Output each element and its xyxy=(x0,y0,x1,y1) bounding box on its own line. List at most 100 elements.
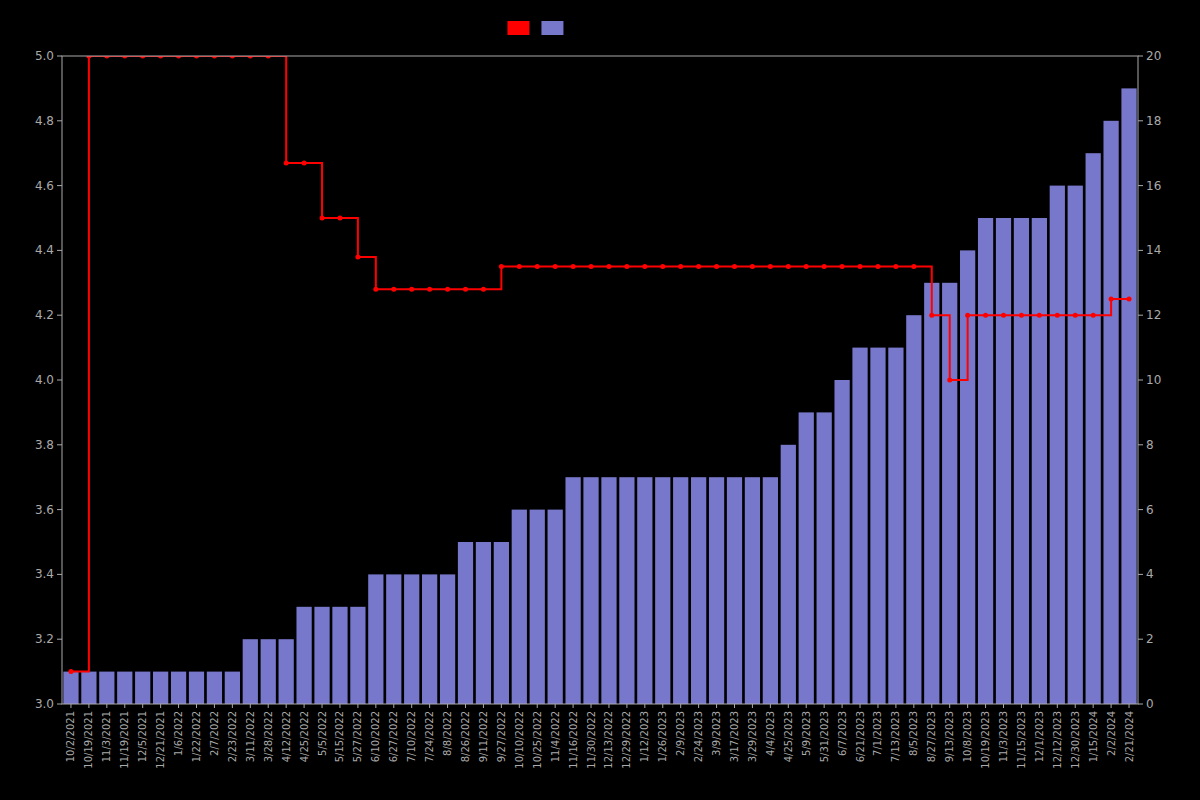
bar xyxy=(99,672,114,704)
x-tick-label: 5/31/2023 xyxy=(819,711,830,762)
bars xyxy=(63,88,1136,704)
x-tick-label: 10/10/2022 xyxy=(514,711,525,769)
bar xyxy=(691,477,706,704)
x-tick xyxy=(1021,704,1022,708)
y2-tick xyxy=(1138,639,1143,640)
x-tick xyxy=(1057,704,1058,708)
marker xyxy=(786,264,791,269)
marker xyxy=(409,287,414,292)
x-tick xyxy=(734,704,735,708)
marker xyxy=(553,264,558,269)
bar xyxy=(135,672,150,704)
marker xyxy=(660,264,665,269)
x-tick xyxy=(806,704,807,708)
marker xyxy=(893,264,898,269)
x-tick-label: 10/25/2022 xyxy=(532,711,543,769)
marker xyxy=(858,264,863,269)
marker xyxy=(875,264,880,269)
bar xyxy=(189,672,204,704)
x-tick xyxy=(985,704,986,708)
y-tick xyxy=(57,704,62,705)
bar xyxy=(261,639,276,704)
x-tick xyxy=(770,704,771,708)
bar xyxy=(350,607,365,704)
y2-tick xyxy=(1138,574,1143,575)
y2-tick-label: 4 xyxy=(1146,567,1154,581)
x-tick xyxy=(608,704,609,708)
x-tick-label: 11/3/2021 xyxy=(101,711,112,762)
marker xyxy=(624,264,629,269)
x-tick-label: 6/21/2023 xyxy=(855,711,866,762)
x-tick xyxy=(555,704,556,708)
bar xyxy=(314,607,329,704)
bar xyxy=(637,477,652,704)
bar xyxy=(888,348,903,704)
bar xyxy=(458,542,473,704)
x-tick-label: 12/1/2023 xyxy=(1034,711,1045,762)
y-tick-label: 3.6 xyxy=(35,503,54,517)
marker xyxy=(517,264,522,269)
marker xyxy=(1019,313,1024,318)
x-tick-label: 12/21/2021 xyxy=(155,711,166,769)
x-tick xyxy=(1129,704,1130,708)
x-tick-label: 4/12/2022 xyxy=(281,711,292,762)
x-tick-label: 7/1/2023 xyxy=(872,711,883,756)
y-tick xyxy=(57,574,62,575)
x-tick xyxy=(860,704,861,708)
x-tick xyxy=(788,704,789,708)
x-tick xyxy=(967,704,968,708)
x-tick xyxy=(196,704,197,708)
marker xyxy=(445,287,450,292)
x-tick xyxy=(88,704,89,708)
x-tick xyxy=(680,704,681,708)
x-tick-label: 3/11/2022 xyxy=(245,711,256,762)
bar xyxy=(565,477,580,704)
marker xyxy=(714,264,719,269)
y-tick xyxy=(57,120,62,121)
x-tick xyxy=(1039,704,1040,708)
marker xyxy=(499,264,504,269)
x-tick-label: 9/27/2022 xyxy=(496,711,507,762)
bar xyxy=(296,607,311,704)
y-tick-label: 3.2 xyxy=(35,632,54,646)
x-tick xyxy=(447,704,448,708)
x-tick-label: 3/9/2023 xyxy=(711,711,722,756)
x-tick xyxy=(537,704,538,708)
x-tick xyxy=(573,704,574,708)
y2-tick-label: 16 xyxy=(1146,179,1161,193)
marker xyxy=(337,216,342,221)
marker xyxy=(571,264,576,269)
x-tick xyxy=(1075,704,1076,708)
x-tick xyxy=(304,704,305,708)
bar xyxy=(440,574,455,704)
y-tick-label: 4.8 xyxy=(35,114,54,128)
x-tick xyxy=(393,704,394,708)
chart: 3.03.23.43.63.84.04.24.44.64.85.00246810… xyxy=(0,0,1200,800)
marker xyxy=(983,313,988,318)
marker xyxy=(1037,313,1042,318)
plot-area xyxy=(63,56,1136,704)
x-tick xyxy=(429,704,430,708)
bar xyxy=(153,672,168,704)
marker xyxy=(463,287,468,292)
bar xyxy=(709,477,724,704)
x-tick xyxy=(591,704,592,708)
x-tick-label: 6/10/2022 xyxy=(370,711,381,762)
y-tick xyxy=(57,509,62,510)
x-tick-label: 11/15/2023 xyxy=(1016,711,1027,769)
x-tick xyxy=(160,704,161,708)
x-tick xyxy=(662,704,663,708)
x-tick-label: 4/4/2023 xyxy=(765,711,776,756)
y-tick-label: 3.8 xyxy=(35,438,54,452)
marker xyxy=(1055,313,1060,318)
x-tick-label: 1/12/2023 xyxy=(639,711,650,762)
y2-tick xyxy=(1138,509,1143,510)
x-tick xyxy=(626,704,627,708)
x-tick-label: 12/13/2022 xyxy=(603,711,614,769)
marker xyxy=(355,254,360,259)
x-tick xyxy=(1003,704,1004,708)
x-tick xyxy=(124,704,125,708)
bar xyxy=(171,672,186,704)
x-tick-label: 12/29/2022 xyxy=(621,711,632,769)
y-tick xyxy=(57,315,62,316)
